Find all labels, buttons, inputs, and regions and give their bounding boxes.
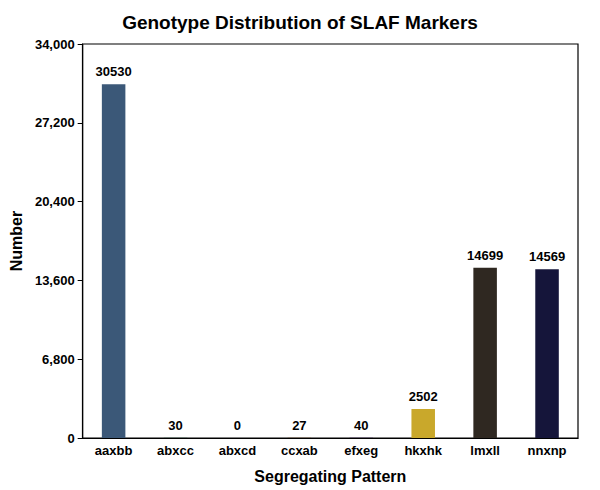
svg-text:0: 0 xyxy=(67,431,74,446)
svg-text:lmxll: lmxll xyxy=(470,443,500,458)
svg-text:0: 0 xyxy=(234,418,241,433)
svg-text:14699: 14699 xyxy=(467,248,503,263)
svg-text:6,800: 6,800 xyxy=(42,352,75,367)
svg-text:abxcc: abxcc xyxy=(157,443,194,458)
svg-text:27: 27 xyxy=(292,418,306,433)
svg-text:30: 30 xyxy=(168,418,182,433)
svg-text:13,600: 13,600 xyxy=(35,273,75,288)
svg-text:ccxab: ccxab xyxy=(281,443,318,458)
svg-text:aaxbb: aaxbb xyxy=(95,443,133,458)
svg-text:34,000: 34,000 xyxy=(35,37,75,52)
svg-text:14569: 14569 xyxy=(529,249,565,264)
svg-text:2502: 2502 xyxy=(409,389,438,404)
svg-text:27,200: 27,200 xyxy=(35,115,75,130)
svg-text:abxcd: abxcd xyxy=(219,443,257,458)
svg-text:efxeg: efxeg xyxy=(344,443,378,458)
svg-text:Genotype Distribution of SLAF: Genotype Distribution of SLAF Markers xyxy=(122,12,478,33)
svg-text:30530: 30530 xyxy=(96,64,132,79)
svg-text:20,400: 20,400 xyxy=(35,194,75,209)
svg-text:nnxnp: nnxnp xyxy=(528,443,567,458)
svg-text:hkxhk: hkxhk xyxy=(404,443,442,458)
svg-text:Segregating Pattern: Segregating Pattern xyxy=(254,468,406,485)
svg-text:40: 40 xyxy=(354,418,368,433)
svg-text:Number: Number xyxy=(8,211,25,271)
